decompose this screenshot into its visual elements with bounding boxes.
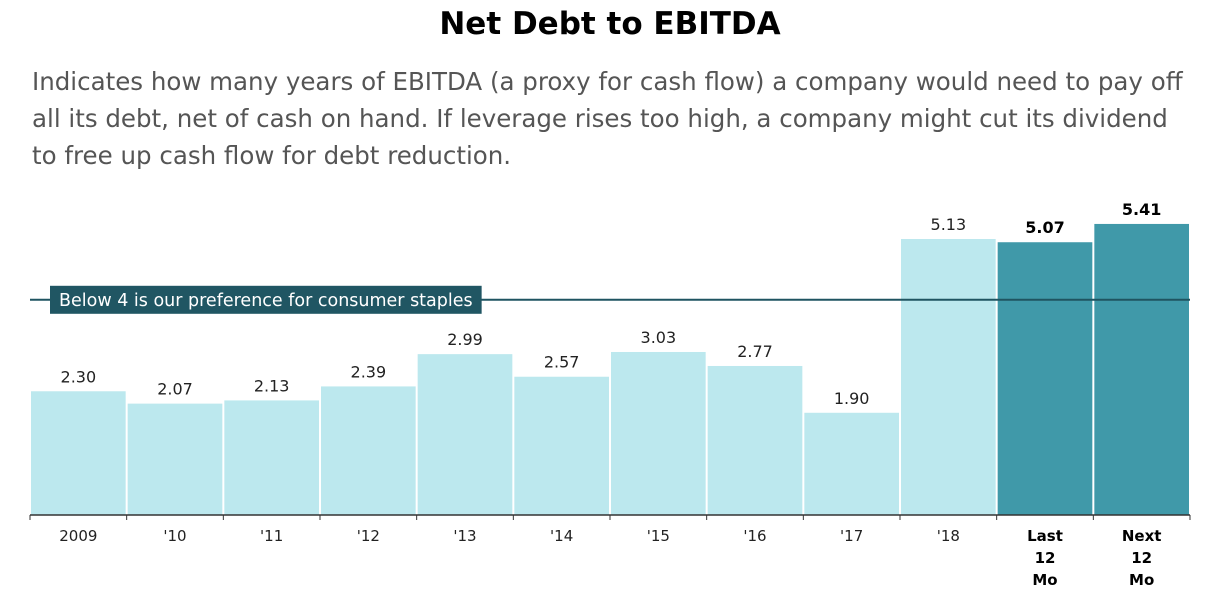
data-label: 5.41 (1122, 200, 1161, 219)
chart-title: Net Debt to EBITDA (439, 6, 781, 42)
data-label: 2.99 (447, 330, 483, 349)
data-label: 2.30 (61, 367, 97, 386)
bar (127, 403, 223, 515)
bar (1094, 223, 1189, 515)
bar (31, 391, 126, 515)
x-tick-label: '11 (260, 527, 283, 545)
data-label: 3.03 (641, 328, 677, 347)
bar (707, 365, 803, 515)
chart-subtitle: Indicates how many years of EBITDA (a pr… (32, 67, 1183, 170)
data-label: 2.39 (351, 362, 387, 381)
x-tick-label: '17 (840, 527, 863, 545)
bar (224, 400, 319, 515)
x-tick-label: 2009 (59, 527, 97, 545)
x-tick-label: '16 (743, 527, 766, 545)
bar (514, 376, 609, 515)
data-label: 2.77 (737, 342, 773, 361)
x-tick-label: '15 (647, 527, 670, 545)
x-tick-label: '13 (453, 527, 476, 545)
x-tick-label: '10 (163, 527, 186, 545)
data-label: 5.07 (1025, 218, 1064, 237)
x-tick-label: '18 (937, 527, 960, 545)
bar (611, 351, 706, 515)
data-label: 2.57 (544, 353, 580, 372)
bar (417, 354, 513, 515)
reference-line-label-bg (50, 285, 482, 314)
bar (804, 412, 899, 515)
data-label: 1.90 (834, 389, 870, 408)
bar (901, 239, 996, 516)
data-label: 2.07 (157, 380, 193, 399)
bar (321, 386, 416, 515)
x-tick-label: Next 12 Mo (1122, 527, 1162, 589)
bar (997, 242, 1093, 515)
data-label: 2.13 (254, 376, 290, 395)
data-label: 5.13 (931, 215, 967, 234)
x-tick-label: '12 (357, 527, 380, 545)
reference-line-label: Below 4 is our preference for consumer s… (59, 291, 473, 311)
x-tick-label: Last 12 Mo (1027, 527, 1063, 589)
x-tick-label: '14 (550, 527, 573, 545)
